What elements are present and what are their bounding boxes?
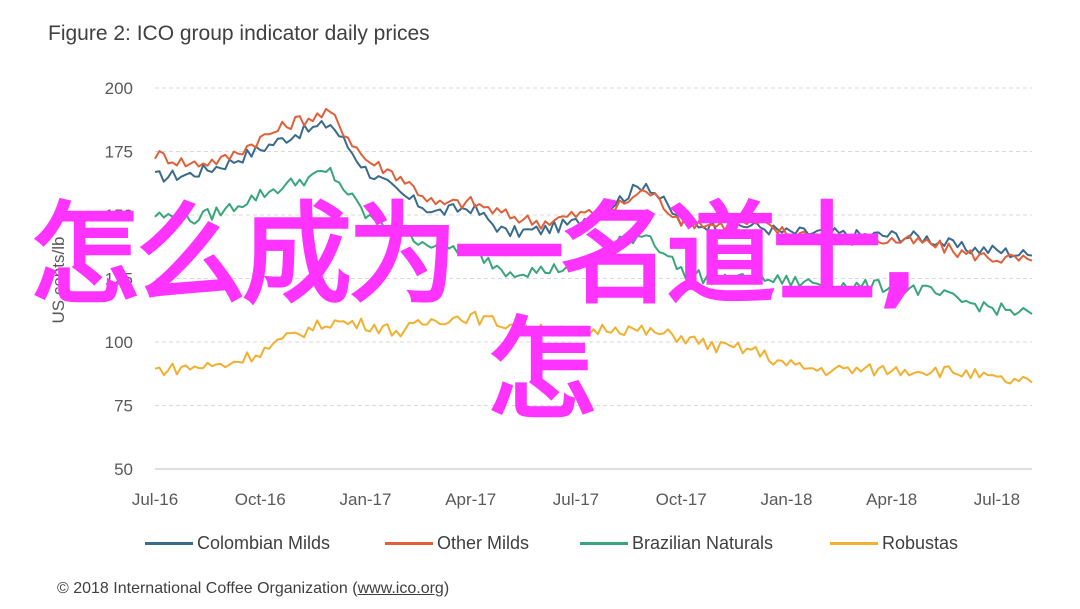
legend-item-brazilian-naturals: Brazilian Naturals bbox=[580, 533, 773, 554]
x-tick-label-Jul-18: Jul-18 bbox=[974, 490, 1020, 509]
y-tick-label-100: 100 bbox=[105, 333, 133, 352]
series-line-other-milds bbox=[154, 107, 1033, 264]
y-axis-label: US cents/lb bbox=[49, 237, 68, 324]
x-tick-label-Oct-16: Oct-16 bbox=[235, 490, 286, 509]
legend-swatch bbox=[830, 542, 878, 545]
legend-label: Colombian Milds bbox=[197, 533, 331, 553]
copyright-notice: © 2018 International Coffee Organization… bbox=[57, 580, 449, 598]
y-tick-label-175: 175 bbox=[105, 143, 133, 162]
y-tick-label-150: 150 bbox=[105, 206, 133, 225]
series-line-robustas bbox=[154, 310, 1033, 385]
copyright-suffix: ) bbox=[443, 580, 450, 597]
y-tick-label-75: 75 bbox=[114, 397, 133, 416]
legend-swatch bbox=[385, 542, 433, 545]
x-tick-label-Apr-17: Apr-17 bbox=[445, 490, 496, 509]
legend-label: Brazilian Naturals bbox=[632, 533, 774, 553]
series-line-brazilian-naturals bbox=[154, 166, 1033, 316]
series-line-colombian-milds bbox=[154, 120, 1033, 259]
y-axis: 50 75 100 125 150 175 200 bbox=[105, 79, 133, 479]
y-tick-label-200: 200 bbox=[105, 79, 133, 98]
gridlines bbox=[155, 87, 1032, 406]
legend-label: Other Milds bbox=[437, 533, 530, 553]
figure-title: Figure 2: ICO group indicator daily pric… bbox=[48, 22, 430, 45]
y-tick-label-50: 50 bbox=[114, 460, 133, 479]
x-tick-label-Jan-17: Jan-17 bbox=[339, 490, 391, 509]
legend-item-other-milds: Other Milds bbox=[385, 533, 529, 554]
x-tick-label-Jul-16: Jul-16 bbox=[132, 490, 178, 509]
ico-website-link[interactable]: www.ico.org bbox=[357, 580, 444, 597]
legend-swatch bbox=[580, 542, 628, 545]
legend-swatch bbox=[145, 542, 193, 545]
legend-label: Robustas bbox=[882, 533, 959, 553]
y-tick-label-125: 125 bbox=[105, 270, 133, 289]
legend-item-colombian-milds: Colombian Milds bbox=[145, 533, 330, 554]
x-tick-label-Apr-18: Apr-18 bbox=[866, 490, 917, 509]
x-axis: Jul-16 Oct-16 Jan-17 Apr-17 Jul-17 Oct-17 Jan-… bbox=[132, 468, 1032, 509]
x-tick-label-Oct-17: Oct-17 bbox=[656, 490, 707, 509]
legend: Colombian Milds Other Milds Brazilian Natu… bbox=[0, 533, 1080, 561]
series-lines bbox=[154, 107, 1033, 385]
x-tick-label-Jan-18: Jan-18 bbox=[760, 490, 812, 509]
legend-item-robustas: Robustas bbox=[830, 533, 958, 554]
line-chart: 50 75 100 125 150 175 200 Jul-16 Oct-16 Jan-17 Ap… bbox=[49, 79, 1033, 509]
x-tick-label-Jul-17: Jul-17 bbox=[553, 490, 599, 509]
copyright-prefix: © 2018 International Coffee Organization… bbox=[57, 580, 358, 597]
